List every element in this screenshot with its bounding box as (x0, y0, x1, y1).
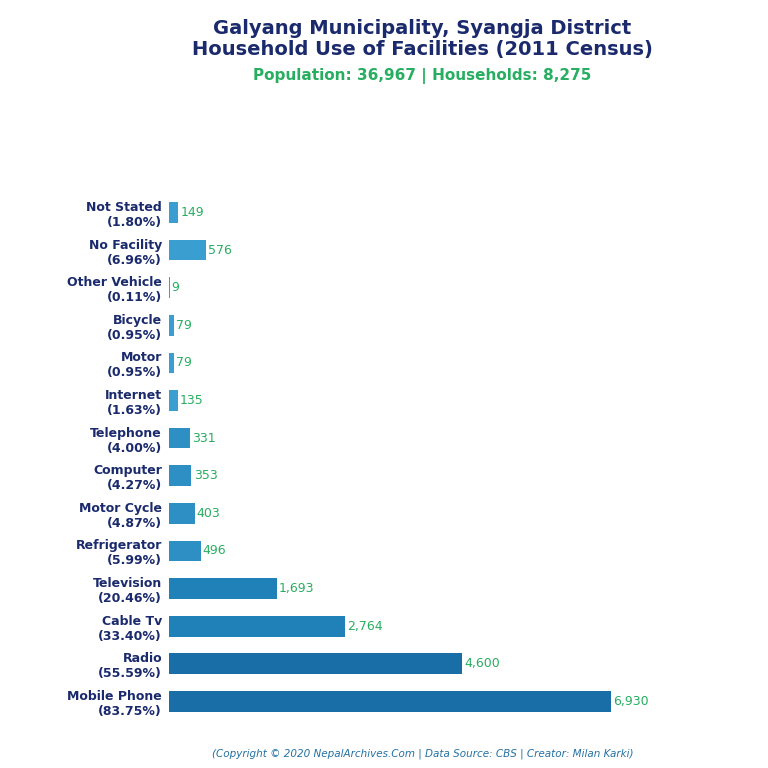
Text: Population: 36,967 | Households: 8,275: Population: 36,967 | Households: 8,275 (253, 68, 591, 84)
Bar (169, 202, 178, 223)
Text: 6,930: 6,930 (613, 695, 648, 708)
Text: 2,764: 2,764 (347, 620, 383, 633)
Bar (169, 503, 194, 524)
Bar (169, 616, 345, 637)
Bar (169, 315, 174, 336)
Text: 331: 331 (192, 432, 216, 445)
Text: 79: 79 (176, 356, 192, 369)
Text: (Copyright © 2020 NepalArchives.Com | Data Source: CBS | Creator: Milan Karki): (Copyright © 2020 NepalArchives.Com | Da… (212, 748, 633, 759)
Bar (169, 691, 611, 712)
Text: Galyang Municipality, Syangja District: Galyang Municipality, Syangja District (214, 19, 631, 38)
Text: 1,693: 1,693 (279, 582, 315, 595)
Text: 79: 79 (176, 319, 192, 332)
Text: 353: 353 (194, 469, 217, 482)
Bar (169, 353, 174, 373)
Text: 135: 135 (180, 394, 204, 407)
Bar (169, 578, 277, 599)
Bar (169, 240, 206, 260)
Text: 576: 576 (208, 243, 232, 257)
Text: 496: 496 (203, 545, 227, 558)
Text: 4,600: 4,600 (465, 657, 500, 670)
Bar (169, 654, 462, 674)
Text: 9: 9 (172, 281, 180, 294)
Bar (169, 465, 191, 486)
Text: 149: 149 (180, 206, 204, 219)
Bar (169, 428, 190, 449)
Text: Household Use of Facilities (2011 Census): Household Use of Facilities (2011 Census… (192, 40, 653, 59)
Bar (169, 390, 177, 411)
Text: 403: 403 (197, 507, 220, 520)
Bar (169, 541, 200, 561)
